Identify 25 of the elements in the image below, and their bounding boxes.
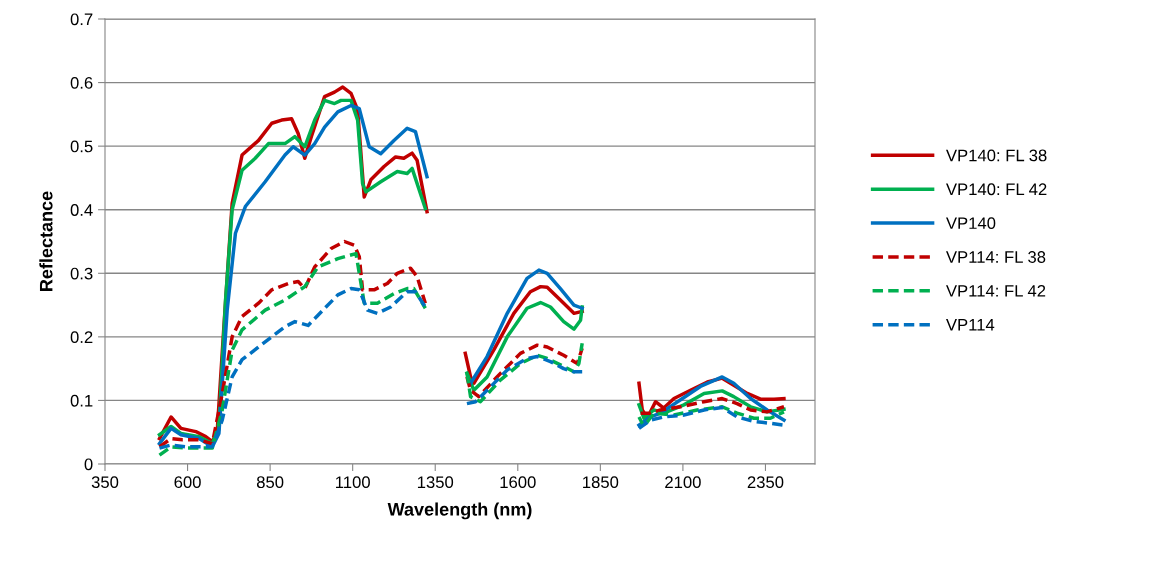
x-tick-label: 600 bbox=[174, 476, 201, 489]
legend-label: VP114: FL 38 bbox=[946, 251, 1046, 263]
y-tick-label: 0 bbox=[84, 458, 93, 471]
y-axis-title: Reflectance bbox=[39, 191, 53, 291]
x-tick-label: 1100 bbox=[336, 476, 370, 489]
legend-label: VP114 bbox=[946, 319, 995, 331]
y-tick-label: 0.4 bbox=[70, 204, 93, 216]
legend-label: VP140 bbox=[946, 217, 996, 230]
y-tick-label: 0.3 bbox=[70, 267, 93, 280]
x-tick-label: 350 bbox=[91, 476, 119, 489]
x-tick-label: 1350 bbox=[417, 476, 454, 489]
y-tick-label: 0.1 bbox=[70, 394, 93, 407]
y-tick-label: 0.5 bbox=[70, 140, 93, 153]
y-tick-label: 0.2 bbox=[70, 331, 93, 344]
legend-label: VP140: FL 42 bbox=[946, 183, 1047, 196]
x-tick-label: 2350 bbox=[747, 476, 784, 489]
legend-label: VP140: FL 38 bbox=[946, 149, 1047, 162]
x-tick-label: 1600 bbox=[500, 476, 536, 489]
x-tick-label: 2100 bbox=[665, 476, 701, 489]
legend-label: VP114: FL 42 bbox=[946, 284, 1046, 297]
y-tick-label: 0.6 bbox=[70, 76, 93, 89]
x-tick-label: 850 bbox=[256, 476, 284, 489]
x-axis-title: Wavelength (nm) bbox=[387, 502, 532, 520]
y-tick-label: 0.7 bbox=[70, 13, 93, 26]
x-tick-label: 1850 bbox=[583, 476, 619, 489]
